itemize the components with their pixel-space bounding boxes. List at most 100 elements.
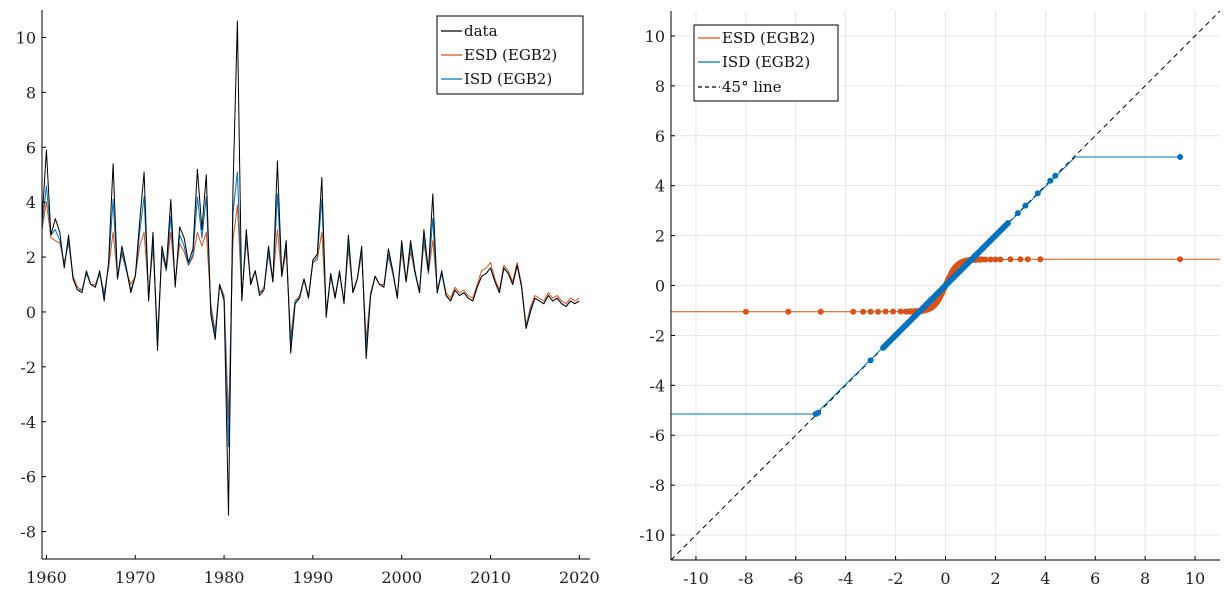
right-y-tick-label: 4 [655,177,665,196]
right-x-tick-label: -8 [738,569,754,588]
esd-point [817,308,824,315]
left-x-tick-label: 1990 [293,568,334,587]
time-series-panel: -8 -6 -4 -2 0 2 4 6 8 10 1960 1970 1980 1990 2000 2010 2… [16,10,600,587]
esd-point [907,308,914,315]
isd-point [972,252,979,259]
isd-point [1177,154,1184,160]
right-y-tick-label: -2 [649,326,665,345]
left-x-tick-label: 1980 [204,568,245,587]
right-legend: ESD (EGB2) ISD (EGB2) 45° line [693,24,839,102]
left-y-tick-label: -6 [20,468,36,487]
left-y-tick-label: 2 [26,248,36,267]
left-y-tick-label: 0 [26,303,36,322]
data-series-line [41,20,580,516]
left-legend-label-isd: ISD (EGB2) [464,70,552,88]
right-x-tick-label: 0 [940,569,950,588]
isd-point [1034,190,1041,197]
isd-point [987,237,994,244]
right-y-tick-label: -10 [639,526,665,545]
esd-point [1024,256,1031,263]
right-x-tick-label: 4 [1040,569,1050,588]
left-x-tick-label: 2010 [470,568,511,587]
right-y-tick-label: -8 [649,476,665,495]
time-series-lines [41,20,580,516]
isd-point [1047,177,1054,184]
esd-point [850,308,857,315]
isd-point [1004,220,1011,227]
esd-point [992,256,999,263]
isd-point [927,297,934,304]
isd-point [882,342,889,349]
left-y-tick-label: -4 [20,413,36,432]
isd-point [867,357,874,364]
isd-point [942,282,949,289]
esd-point [1017,256,1024,263]
isd-point [920,305,926,311]
left-y-tick-label: 8 [26,83,36,102]
right-x-tick-label: 6 [1090,569,1100,588]
isd-point [1022,202,1029,209]
left-x-tick-label: 2000 [381,568,422,587]
isd-point [1052,172,1059,179]
right-y-tick-label: 6 [655,127,665,146]
right-x-tick-label: -2 [888,569,904,588]
left-axes: -8 -6 -4 -2 0 2 4 6 8 10 1960 1970 1980 1990 2000 2010 2… [16,10,600,587]
esd-point [860,308,867,315]
right-legend-label-45deg: 45° line [722,78,782,96]
isd-point [815,409,822,416]
isd-point [892,332,899,339]
isd-point [965,260,971,266]
isd-point [912,312,919,319]
right-y-tick-label: 0 [655,277,665,296]
left-x-tick-label: 2020 [559,568,600,587]
right-axes: -10 -8 -6 -4 -2 0 2 4 6 8 10 -10 -8 -6 -4 -2 0 2 4 6 8 10 [639,11,1220,588]
esd-point [867,308,874,315]
right-y-tick-label: 2 [655,227,665,246]
left-legend-box [436,15,584,95]
left-legend-label-data: data [464,22,498,40]
right-y-tick-label: 8 [655,77,665,96]
right-x-tick-label: -4 [838,569,854,588]
esd-point [882,308,889,315]
left-y-tick-label: 4 [26,193,36,212]
isd-point [902,322,909,329]
left-legend: data ESD (EGB2) ISD (EGB2) [436,15,584,95]
right-x-tick-label: 8 [1140,569,1150,588]
scatter-panel: -10 -8 -6 -4 -2 0 2 4 6 8 10 -10 -8 -6 -4 -2 0 2 4 6 8 10 ESD… [639,10,1221,588]
isd-point [957,267,964,274]
right-x-tick-label: -6 [788,569,804,588]
right-y-tick-label: -6 [649,426,665,445]
right-y-tick-label: 10 [645,27,665,46]
esd-point [902,308,909,315]
isd-point [1014,210,1021,217]
esd-point [977,256,984,263]
scatter-points [742,154,1184,417]
esd-point [982,256,989,263]
esd-point [875,308,882,315]
esd-point [742,308,749,315]
left-x-tick-label: 1960 [26,568,67,587]
right-x-tick-label: -10 [683,569,709,588]
esd-point [987,256,994,263]
esd-point [890,308,897,315]
esd-point [785,308,792,315]
esd-point [1007,256,1014,263]
right-x-tick-label: 2 [990,569,1000,588]
right-x-tick-label: 10 [1185,569,1205,588]
isd-point [979,245,986,252]
esd-point [897,308,904,315]
left-x-tick-label: 1970 [115,568,156,587]
left-y-tick-label: -2 [20,358,36,377]
esd-point [997,256,1004,263]
left-y-tick-label: -8 [20,523,36,542]
esd-point [1037,256,1044,263]
isd-point [935,290,941,296]
right-legend-label-isd: ISD (EGB2) [722,53,810,71]
right-legend-label-esd: ESD (EGB2) [722,29,815,47]
esd-point [1177,256,1184,263]
left-legend-label-esd: ESD (EGB2) [464,46,557,64]
right-y-tick-label: -4 [649,376,665,395]
isd-point [997,227,1004,234]
